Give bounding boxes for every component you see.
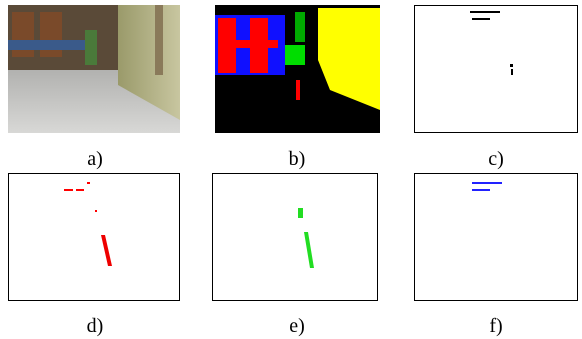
panel-c-image xyxy=(415,6,578,133)
figure: a) b) c) d) e) f) xyxy=(0,0,582,339)
panel-label: b) xyxy=(289,148,306,170)
panel-b-image xyxy=(215,5,380,133)
panel-label: d) xyxy=(87,315,104,337)
panel-a-image xyxy=(8,5,180,133)
panel-e-image xyxy=(213,174,378,301)
figure-canvas: a) b) c) d) e) f) xyxy=(0,0,582,339)
panel-label: e) xyxy=(289,315,305,337)
panel-label: a) xyxy=(87,148,103,170)
panel-label: c) xyxy=(488,148,504,170)
panel-d-image xyxy=(9,174,180,301)
panel-f-image xyxy=(415,174,578,301)
panel-label: f) xyxy=(489,315,502,337)
